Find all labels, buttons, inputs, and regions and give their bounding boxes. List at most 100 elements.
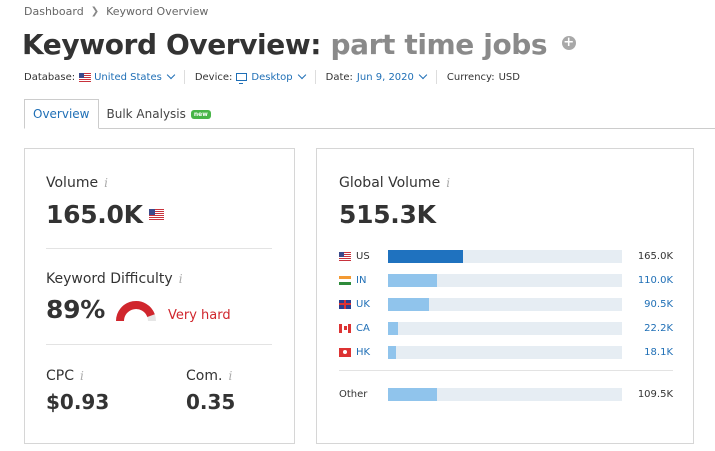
flag-ca-icon xyxy=(339,323,351,333)
database-label: Database: xyxy=(24,71,76,83)
tab-bulk-analysis-label: Bulk Analysis xyxy=(106,107,186,121)
other-volume: 109.5K xyxy=(637,388,673,400)
volume-label: Volume xyxy=(46,175,99,191)
divider xyxy=(46,248,272,249)
global-volume-value: 515.3K xyxy=(339,200,436,229)
bar-track xyxy=(388,345,622,359)
cpc-value-row: $0.93 xyxy=(46,390,109,414)
competition-value-row: 0.35 xyxy=(186,390,235,414)
flag-hk-icon xyxy=(339,347,351,357)
global-volume-label: Global Volume xyxy=(339,175,441,191)
info-icon[interactable]: i xyxy=(80,369,84,383)
divider xyxy=(314,70,316,84)
tab-bulk-analysis[interactable]: Bulk Analysis new xyxy=(99,99,219,129)
country-code[interactable]: HK xyxy=(356,346,371,358)
country-row-in: IN 110.0K xyxy=(339,273,673,287)
chevron-down-icon xyxy=(418,70,428,80)
country-volume: 165.0K xyxy=(637,250,673,262)
bar-fill xyxy=(388,273,438,287)
global-volume-value-row: 515.3K xyxy=(339,200,436,229)
chevron-down-icon xyxy=(166,70,176,80)
country-volume[interactable]: 110.0K xyxy=(637,274,673,286)
difficulty-value-row: 89% xyxy=(46,295,105,324)
flag-us-icon xyxy=(339,251,351,261)
date-filter: Date: Jun 9, 2020 xyxy=(325,70,436,83)
date-label: Date: xyxy=(325,71,353,83)
device-label: Device: xyxy=(194,71,233,83)
bar-fill xyxy=(388,249,463,263)
bar-fill xyxy=(388,321,399,335)
global-volume-card: Global Volume i 515.3K US 165.0K IN 110.0K UK… xyxy=(316,148,694,444)
device-dropdown[interactable]: Desktop xyxy=(236,70,306,84)
flag-uk-icon xyxy=(339,299,351,309)
country-code: US xyxy=(356,250,370,262)
country-code[interactable]: UK xyxy=(356,298,370,310)
cpc-header: CPC i xyxy=(46,365,84,384)
database-value: United States xyxy=(94,71,162,83)
country-row-hk: HK 18.1K xyxy=(339,345,673,359)
bar-track xyxy=(388,387,622,401)
divider xyxy=(46,344,272,345)
country-volume[interactable]: 22.2K xyxy=(644,322,673,334)
bar-track xyxy=(388,249,622,263)
flag-us-icon xyxy=(79,72,92,82)
desktop-icon xyxy=(236,73,248,84)
page-title: Keyword Overview: part time jobs + xyxy=(22,28,576,61)
plus-circle-icon[interactable]: + xyxy=(561,35,576,50)
difficulty-level: Very hard xyxy=(168,308,231,323)
gauge-fill xyxy=(116,301,155,322)
page-title-keyword: part time jobs xyxy=(330,28,548,61)
date-dropdown[interactable]: Jun 9, 2020 xyxy=(356,70,428,83)
database-filter: Database: United States xyxy=(24,70,184,83)
competition-label: Com. xyxy=(186,368,223,384)
difficulty-header: Keyword Difficulty i xyxy=(46,268,183,287)
difficulty-value: 89% xyxy=(46,295,105,324)
keyword-metrics-card: Volume i 165.0K Keyword Difficulty i 89% V… xyxy=(24,148,295,444)
bar-track xyxy=(388,297,622,311)
competition-header: Com. i xyxy=(186,365,232,384)
country-code[interactable]: IN xyxy=(356,274,367,286)
currency-value: USD xyxy=(498,71,520,83)
chevron-right-icon: ❯ xyxy=(90,6,100,17)
divider xyxy=(435,70,437,84)
date-value: Jun 9, 2020 xyxy=(356,71,414,83)
country-row-uk: UK 90.5K xyxy=(339,297,673,311)
country-row-us: US 165.0K xyxy=(339,249,673,263)
new-badge: new xyxy=(190,109,211,119)
country-volume[interactable]: 90.5K xyxy=(644,298,673,310)
info-icon[interactable]: i xyxy=(104,176,108,190)
tab-bar: Overview Bulk Analysis new xyxy=(24,99,219,129)
info-icon[interactable]: i xyxy=(446,176,451,190)
volume-value: 165.0K xyxy=(46,200,143,229)
bar-fill xyxy=(388,345,397,359)
tab-overview[interactable]: Overview xyxy=(24,99,99,129)
difficulty-label: Keyword Difficulty xyxy=(46,271,173,287)
bar-track xyxy=(388,273,622,287)
competition-value: 0.35 xyxy=(186,390,236,414)
filters-bar: Database: United States Device: Desktop … xyxy=(24,70,530,84)
flag-us-icon xyxy=(148,209,164,220)
page-title-prefix: Keyword Overview: xyxy=(22,28,322,61)
breadcrumb-current: Keyword Overview xyxy=(106,5,209,18)
bar-track xyxy=(388,321,622,335)
flag-in-icon xyxy=(339,275,351,285)
info-icon[interactable]: i xyxy=(228,369,233,383)
other-row: Other 109.5K xyxy=(339,387,673,401)
breadcrumb: Dashboard ❯ Keyword Overview xyxy=(24,5,208,18)
device-filter: Device: Desktop xyxy=(194,70,315,84)
currency-info: Currency: USD xyxy=(447,72,530,83)
volume-value-row: 165.0K xyxy=(46,200,164,229)
info-icon[interactable]: i xyxy=(178,272,183,286)
other-label: Other xyxy=(339,388,368,400)
device-value: Desktop xyxy=(251,71,293,83)
bar-fill xyxy=(388,297,430,311)
breadcrumb-dashboard-link[interactable]: Dashboard xyxy=(24,5,84,18)
country-volume[interactable]: 18.1K xyxy=(644,346,673,358)
volume-header: Volume i xyxy=(46,172,108,191)
bar-fill xyxy=(388,387,438,401)
database-dropdown[interactable]: United States xyxy=(79,70,176,83)
tab-overview-label: Overview xyxy=(33,107,90,121)
country-code[interactable]: CA xyxy=(356,322,370,334)
cpc-value: $0.93 xyxy=(46,390,110,414)
divider xyxy=(183,70,185,84)
